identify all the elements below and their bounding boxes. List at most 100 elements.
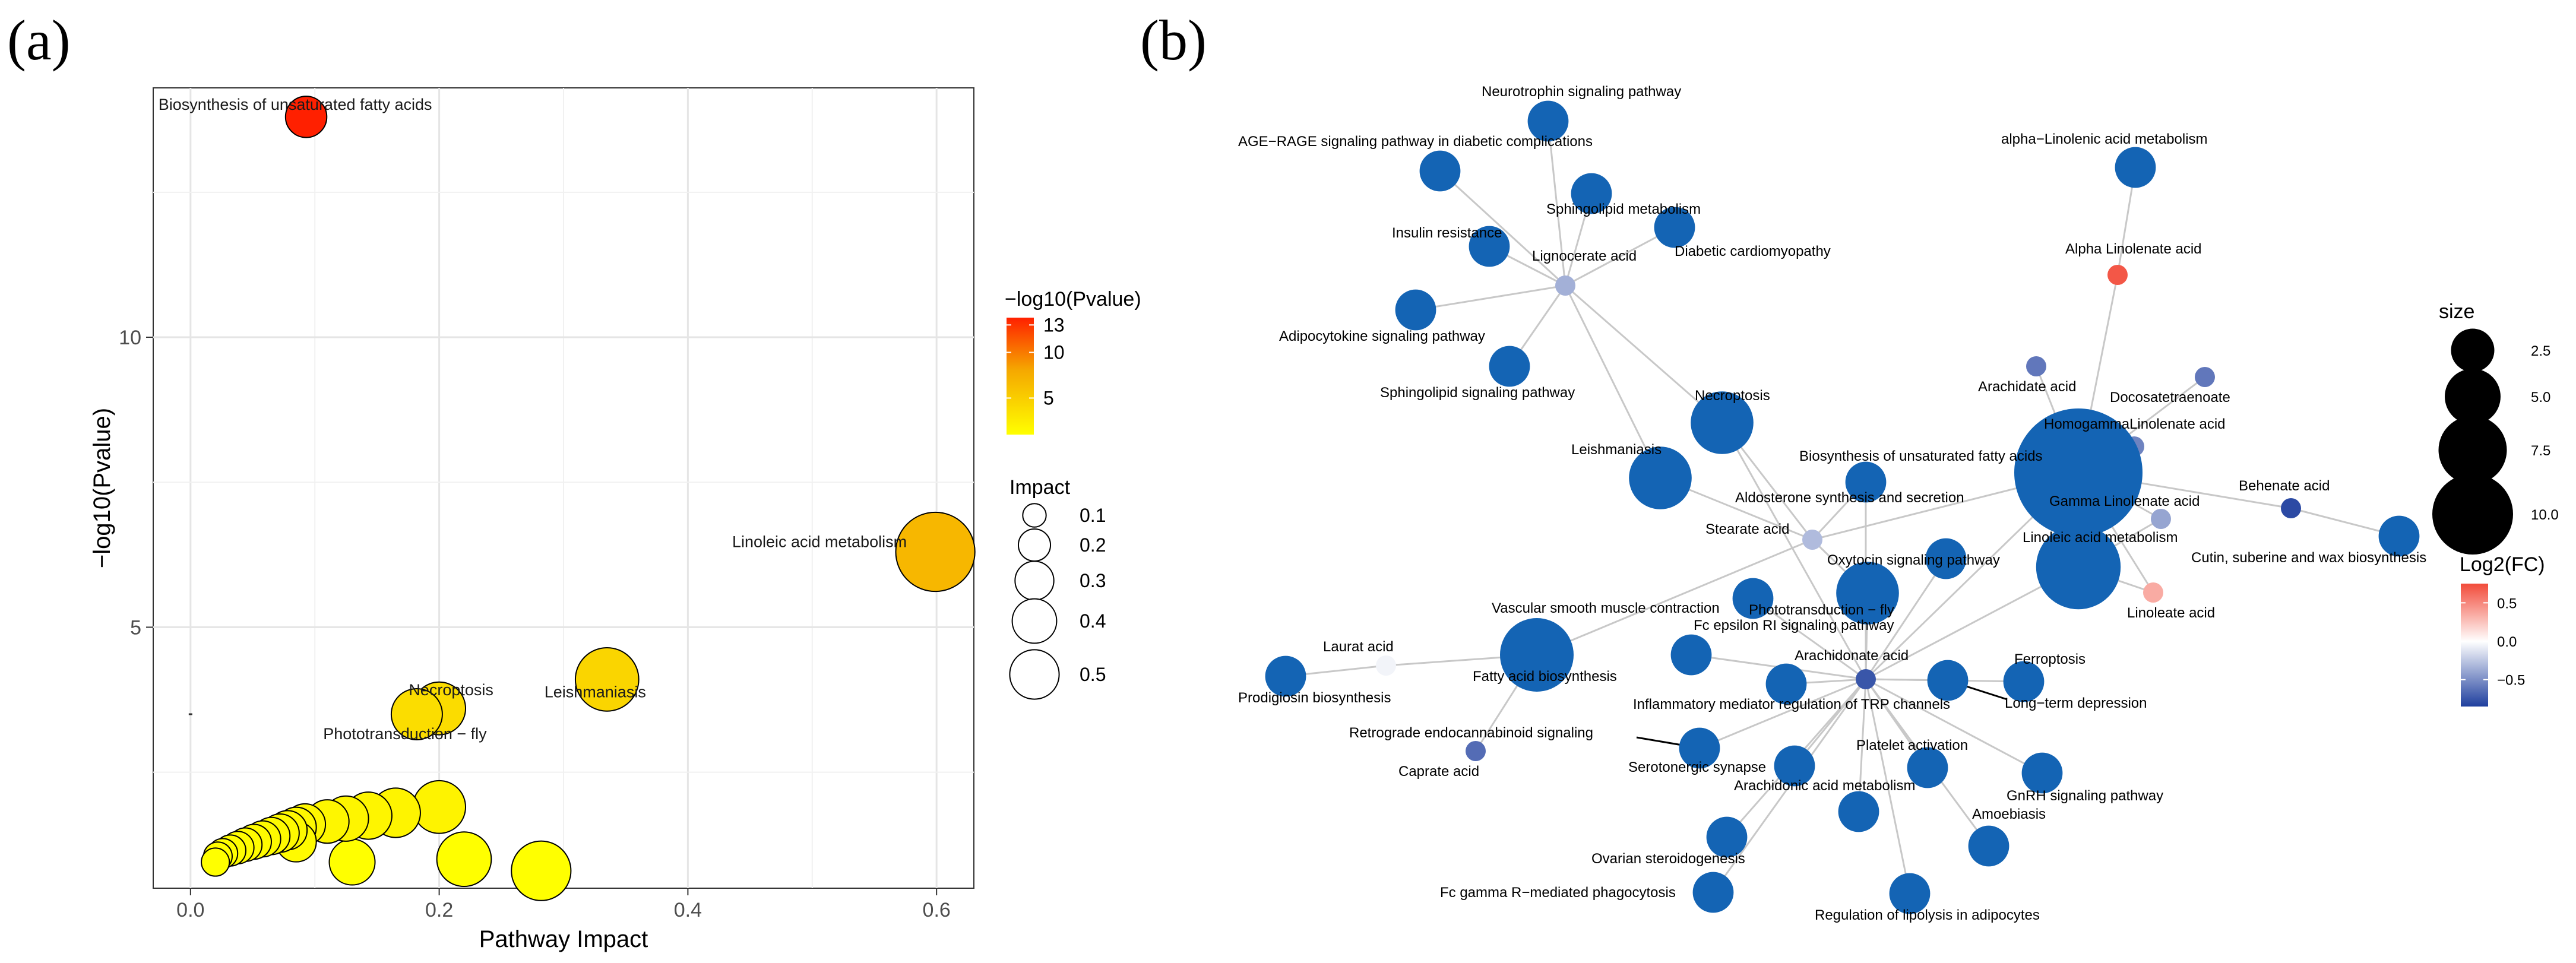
node-label: Docosatetraenoate [2110, 389, 2230, 406]
network-node [1629, 446, 1692, 509]
impact-legend-label: 0.1 [1080, 505, 1106, 526]
network-node [1654, 207, 1695, 248]
node-label: Fc gamma R−mediated phagocytosis [1440, 885, 1676, 901]
network-edge [1865, 679, 1911, 894]
size-legend-circle [2432, 474, 2513, 555]
node-label: Fc epsilon RI signaling pathway [1694, 617, 1894, 633]
node-label: Lignocerate acid [1532, 248, 1637, 264]
colorbar-tick-label: 13 [1043, 314, 1065, 335]
node-label: Linoleic acid metabolism [2023, 530, 2178, 546]
grid-lines [153, 88, 974, 888]
network-node [1395, 289, 1436, 331]
network-node [1845, 461, 1887, 503]
impact-legend-items: 0.1 0.2 0.3 0.4 0.5 [1009, 503, 1106, 700]
impact-legend-circle [1009, 649, 1060, 700]
axis-ticks: 0.0 0.2 0.4 0.6 5 10 [119, 327, 951, 921]
impact-legend-circle [1022, 503, 1047, 528]
network-edge [1536, 538, 1813, 656]
fc-legend-title: Log2(FC) [2460, 553, 2545, 576]
network-node [1466, 741, 1486, 761]
scatter-point [390, 688, 443, 740]
node-label: Insulin resistance [1392, 225, 1502, 241]
panel-b-label: (b) [1140, 8, 1207, 72]
scatter-point [412, 780, 467, 834]
network-node [1732, 578, 1774, 619]
point-label: Necroptosis [409, 681, 493, 699]
network-node [2151, 509, 2171, 529]
node-label: Inflammatory mediator regulation of TRP … [1633, 696, 1950, 712]
size-legend-circle [2438, 416, 2507, 484]
scatter-legend: −log10(Pvalue) 13 10 5 Impact 0.1 0.2 0.3 0.4… [1005, 288, 1141, 700]
network-node [1691, 391, 1754, 454]
network-node [2195, 367, 2215, 387]
node-label: Ovarian steroidogenesis [1591, 851, 1745, 867]
node-label: Phototransduction − fly [1749, 602, 1894, 618]
node-label: Oxytocin signaling pathway [1827, 552, 2000, 568]
scatter-chart: 0.0 0.2 0.4 0.6 5 10 Pathway Impact −log10(Pv… [89, 87, 976, 952]
network-edge [1565, 226, 1675, 287]
node-label: Vascular smooth muscle contraction [1492, 600, 1720, 616]
colorbar-tick-label: 0.5 [2497, 595, 2517, 612]
node-label: Platelet activation [1856, 737, 1968, 753]
network-node [1469, 226, 1510, 267]
scatter-point [574, 647, 640, 712]
node-label: Cutin, suberine and wax biosynthesis [2191, 550, 2426, 566]
network-edge [1547, 121, 1567, 286]
network-edge [1699, 678, 1866, 749]
network-node [2281, 498, 2301, 518]
impact-legend-circle [1014, 560, 1055, 601]
network-node [1265, 655, 1306, 697]
node-label: Laurat acid [1323, 639, 1394, 655]
network-node [1802, 530, 1822, 550]
fc-colorbar-ticks: 0.5 0.0 −0.5 [2461, 595, 2525, 689]
size-legend-circle [2445, 369, 2501, 425]
node-label: Caprate acid [1398, 764, 1479, 780]
network-edge [1865, 558, 1947, 680]
impact-legend-circle [1017, 528, 1052, 562]
scatter-point [895, 511, 976, 593]
node-label: Arachidate acid [1978, 379, 2076, 395]
impact-legend-title: Impact [1009, 476, 1071, 499]
x-tick-label: 0.6 [923, 899, 951, 921]
scatter-point [328, 838, 376, 886]
node-label: Leishmaniasis [1571, 442, 1662, 458]
network-node [1555, 275, 1575, 296]
impact-legend-label: 0.2 [1080, 534, 1106, 556]
pvalue-colorbar-ticks: 13 10 5 [1007, 314, 1065, 408]
network-node [1376, 655, 1396, 676]
network-labels: Neurotrophin signaling pathway AGE−RAGE s… [1238, 84, 2426, 923]
x-tick-label: 0.2 [425, 899, 453, 921]
colorbar-tick-label: 0.0 [2497, 634, 2517, 650]
network-node [1500, 618, 1574, 692]
network-node [2378, 515, 2420, 557]
size-legend-label: 7.5 [2531, 443, 2550, 459]
node-label: Amoebiasis [1972, 806, 2046, 822]
pvalue-legend-title: −log10(Pvalue) [1005, 288, 1141, 311]
node-label: Arachidonate acid [1795, 648, 1909, 664]
node-label: Linoleate acid [2127, 605, 2215, 621]
network-graph: Neurotrophin signaling pathway AGE−RAGE s… [1238, 84, 2426, 923]
fc-colorbar [2461, 584, 2488, 707]
scatter-point [436, 831, 492, 888]
node-label: Alpha Linolenate acid [2065, 241, 2202, 257]
y-axis-title: −log10(Pvalue) [89, 408, 115, 568]
node-label: Fatty acid biosynthesis [1473, 669, 1617, 685]
network-node [1765, 663, 1807, 705]
network-node [2143, 582, 2163, 603]
node-label: AGE−RAGE signaling pathway in diabetic c… [1238, 134, 1593, 150]
network-node [1419, 150, 1461, 192]
node-label: HomogammaLinolenate acid [2044, 416, 2226, 432]
node-label: Behenate acid [2239, 478, 2330, 494]
network-edge [1752, 597, 1866, 680]
node-label: alpha−Linolenic acid metabolism [2001, 131, 2208, 147]
network-node [1679, 727, 1720, 769]
scatter-labels: Biosynthesis of unsaturated fatty acids L… [159, 96, 907, 743]
point-label: Linoleic acid metabolism [732, 533, 907, 550]
network-node [1692, 872, 1734, 913]
scatter-point [511, 840, 572, 901]
network-edge [1857, 679, 1867, 812]
size-legend-label: 2.5 [2531, 343, 2550, 359]
node-label: Sphingolipid signaling pathway [1380, 385, 1575, 401]
network-node [1856, 669, 1876, 689]
size-legend-label: 5.0 [2531, 389, 2550, 406]
